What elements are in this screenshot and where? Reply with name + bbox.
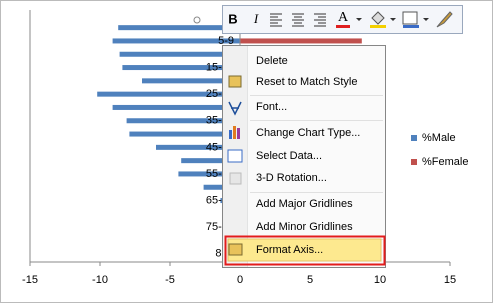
menu-item[interactable]: Delete	[256, 55, 288, 67]
bar	[181, 158, 240, 164]
bold-button[interactable]: B	[228, 11, 237, 26]
mini-toolbar: B I A	[222, 5, 463, 34]
outline-button[interactable]	[402, 11, 418, 25]
icon	[228, 101, 242, 116]
align-buttons[interactable]	[270, 13, 326, 27]
icon	[229, 130, 232, 139]
bar	[203, 184, 240, 190]
format-painter[interactable]	[436, 11, 453, 28]
font-color-button[interactable]: A	[338, 10, 349, 25]
context-menu: Delete Reset to Match Style Font... Change …	[222, 45, 386, 268]
fill-swatch	[370, 25, 386, 28]
selection-handle	[193, 16, 201, 24]
menu-item[interactable]: Format Axis...	[256, 244, 323, 256]
legend-swatch	[411, 159, 417, 165]
bar	[122, 65, 240, 71]
category-label: 5-9	[218, 35, 234, 47]
bar	[126, 118, 240, 124]
menu-item[interactable]: Font...	[256, 101, 287, 113]
font-color-swatch	[336, 25, 350, 28]
legend-label: %Female	[422, 156, 468, 168]
bar	[129, 131, 240, 137]
bar	[97, 91, 240, 97]
legend-swatch	[411, 135, 417, 141]
x-tick-label: -10	[92, 274, 108, 286]
bar	[240, 38, 362, 44]
menu-highlight	[227, 238, 382, 262]
legend-label: %Male	[422, 132, 456, 144]
outline-swatch	[403, 25, 419, 28]
dropdown-arrow[interactable]	[423, 18, 429, 21]
highlight-outline	[224, 235, 386, 266]
fill-button[interactable]	[371, 11, 385, 25]
menu-item[interactable]: Add Major Gridlines	[256, 198, 353, 210]
toolbar-frame	[222, 5, 463, 34]
x-tick-label: 15	[444, 274, 456, 286]
menu-item[interactable]: Change Chart Type...	[256, 127, 360, 139]
bar	[112, 104, 240, 110]
menu-item[interactable]: Select Data...	[256, 150, 322, 162]
menu-frame	[222, 45, 386, 268]
x-tick-label: 0	[237, 274, 243, 286]
italic-button[interactable]: I	[253, 11, 259, 26]
x-tick-label: 10	[374, 274, 386, 286]
bar	[118, 25, 240, 31]
x-tick-label: -5	[165, 274, 175, 286]
icon	[229, 172, 242, 185]
icon	[227, 149, 243, 163]
dropdown-arrow[interactable]	[356, 18, 362, 21]
bar	[178, 171, 240, 177]
icon	[228, 243, 243, 256]
bar	[119, 51, 240, 57]
menu-item[interactable]: Reset to Match Style	[256, 76, 358, 88]
x-tick-label: 5	[307, 274, 313, 286]
icon	[228, 75, 242, 88]
bar	[156, 144, 240, 150]
icon	[237, 128, 240, 139]
menu-item[interactable]: Add Minor Gridlines	[256, 221, 353, 233]
bar	[112, 38, 240, 44]
menu-item: 3-D Rotation...	[256, 172, 327, 184]
icon	[233, 126, 236, 139]
dropdown-arrow[interactable]	[390, 18, 396, 21]
x-tick-label: -15	[22, 274, 38, 286]
bar	[142, 78, 240, 84]
